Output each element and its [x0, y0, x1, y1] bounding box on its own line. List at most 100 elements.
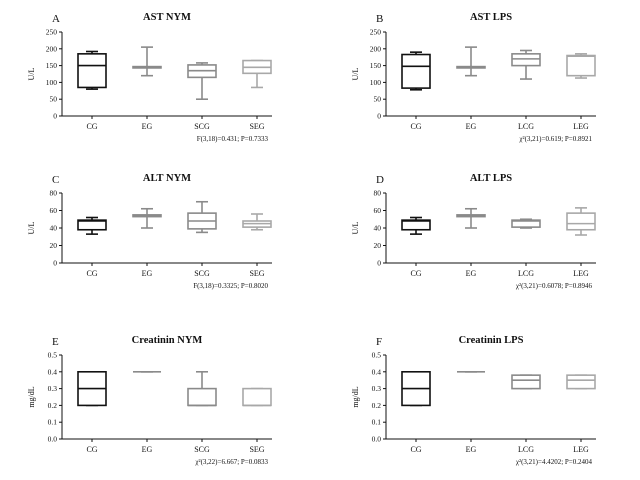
x-tick-label: EG [142, 122, 153, 131]
y-tick-label: 20 [50, 241, 58, 250]
iqr-box [511, 53, 541, 67]
iqr-box [511, 219, 541, 228]
x-tick-label: EG [142, 269, 153, 278]
y-tick-label: 0.3 [48, 384, 58, 393]
panel-letter: D [376, 174, 384, 186]
y-axis-label: mg/dL [27, 386, 36, 407]
x-tick-label: SCG [194, 269, 210, 278]
panel-letter: E [52, 336, 59, 348]
box-cg [77, 216, 107, 235]
y-tick-label: 0 [53, 259, 57, 268]
box-eg [132, 207, 162, 229]
box-lcg [511, 49, 541, 80]
panel-e: E Creatinin NYM mg/dL 0.0 0.1 0.2 0.3 0.4 0.5 CG E… [27, 335, 272, 466]
y-tick-label: 0.1 [372, 418, 382, 427]
stat-annotation: χ²(3,21)=0.619; P=0.8921 [519, 135, 592, 143]
y-tick-label: 60 [50, 206, 58, 215]
iqr-box [401, 219, 431, 231]
y-tick-label: 80 [374, 189, 382, 198]
x-tick-label: SEG [249, 445, 264, 454]
y-tick-label: 0.5 [372, 351, 382, 360]
iqr-box [511, 374, 541, 390]
y-tick-label: 0.4 [372, 367, 382, 376]
x-tick-label: EG [466, 269, 477, 278]
y-tick-label: 40 [50, 224, 58, 233]
iqr-box [566, 54, 596, 77]
y-tick-label: 40 [374, 224, 382, 233]
y-axis-label: U/L [351, 221, 360, 234]
y-axis-label: mg/dL [351, 386, 360, 407]
x-tick-label: SEG [249, 269, 264, 278]
iqr-box [401, 53, 431, 89]
y-tick-label: 0.1 [48, 418, 58, 427]
panel-d: D ALT LPS U/L 0 20 40 60 80 CG EG LCG LEG χ²(3,21)=0… [351, 173, 596, 290]
x-tick-label: SEG [249, 122, 264, 131]
y-tick-label: 0.2 [372, 401, 382, 410]
y-tick-label: 100 [46, 78, 58, 87]
panel-title: Creatinin NYM [132, 335, 203, 346]
box-eg [132, 46, 162, 77]
box-seg [242, 387, 272, 407]
box-scg [187, 200, 217, 234]
panel-c: C ALT NYM U/L 0 20 40 60 80 CG EG SCG SEG F(3,18)=0.… [27, 173, 272, 290]
panel-title: Creatinin LPS [459, 335, 524, 346]
box-leg [566, 207, 596, 236]
y-tick-label: 0.0 [372, 435, 382, 444]
panel-letter: C [52, 174, 59, 186]
x-tick-label: EG [466, 122, 477, 131]
x-tick-label: CG [410, 445, 421, 454]
y-tick-label: 250 [46, 28, 58, 37]
x-tick-label: CG [86, 122, 97, 131]
box-cg [401, 51, 431, 91]
x-tick-label: SCG [194, 445, 210, 454]
box-seg [242, 213, 272, 231]
box-cg [77, 370, 107, 407]
x-tick-label: EG [466, 445, 477, 454]
panel-title: ALT LPS [470, 173, 512, 184]
x-tick-label: CG [410, 122, 421, 131]
y-tick-label: 80 [50, 189, 58, 198]
y-tick-label: 200 [46, 44, 58, 53]
y-tick-label: 0.4 [48, 367, 58, 376]
y-tick-label: 20 [374, 241, 382, 250]
y-tick-label: 50 [374, 95, 382, 104]
iqr-box [77, 53, 107, 89]
y-tick-label: 150 [370, 61, 382, 70]
y-tick-label: 150 [46, 61, 58, 70]
y-tick-label: 0.3 [372, 384, 382, 393]
panel-b: B AST LPS U/L 0 50 100 150 200 250 CG EG LCG LEG χ²(3… [351, 12, 596, 143]
box-eg [456, 46, 486, 77]
y-tick-label: 0.0 [48, 435, 58, 444]
x-tick-label: LEG [573, 269, 589, 278]
panel-letter: B [376, 13, 383, 25]
box-scg [187, 370, 217, 407]
stat-annotation: χ²(3,21)=4.4202; P=0.2404 [516, 458, 593, 466]
x-tick-label: LCG [518, 445, 534, 454]
box-seg [242, 59, 272, 89]
y-axis-label: U/L [27, 221, 36, 234]
stat-annotation: χ²(3,21)=0.6078; P=0.8946 [516, 282, 593, 290]
y-tick-label: 0 [377, 112, 381, 121]
x-tick-label: CG [86, 269, 97, 278]
x-tick-label: CG [410, 269, 421, 278]
panel-letter: A [52, 13, 60, 25]
box-leg [566, 53, 596, 79]
x-tick-label: SCG [194, 122, 210, 131]
box-lcg [511, 218, 541, 229]
y-tick-label: 50 [50, 95, 58, 104]
iqr-box [242, 387, 272, 407]
panel-title: AST LPS [470, 12, 512, 23]
y-axis-label: U/L [27, 67, 36, 80]
x-tick-label: CG [86, 445, 97, 454]
box-cg [401, 370, 431, 407]
panel-f: F Creatinin LPS mg/dL 0.0 0.1 0.2 0.3 0.4 0.5 CG E… [351, 335, 596, 466]
box-scg [187, 62, 217, 100]
y-axis-label: U/L [351, 67, 360, 80]
iqr-box [77, 219, 107, 231]
stat-annotation: F(3,18)=0.431; P=0.7333 [197, 135, 269, 143]
x-tick-label: EG [142, 445, 153, 454]
box-lcg [511, 374, 541, 390]
y-tick-label: 0.5 [48, 351, 58, 360]
panel-a: A AST NYM U/L 0 50 100 150 200 250 CG EG SCG SEG F(3,… [27, 12, 272, 143]
